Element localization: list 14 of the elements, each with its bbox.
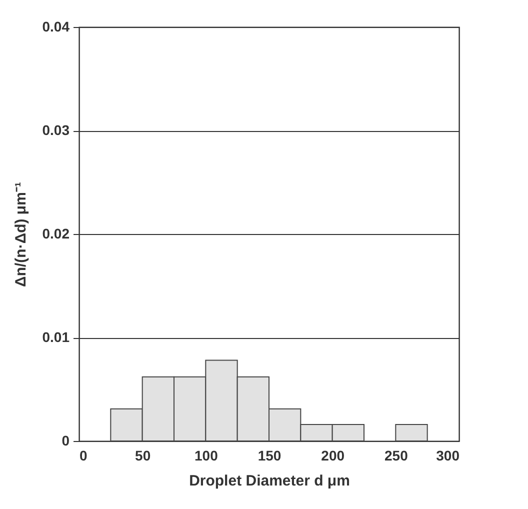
- y-tick-label: 0.01: [42, 329, 70, 345]
- y-axis-title: Δn/(n·Δd) μm⁻¹: [12, 182, 30, 287]
- y-tick-label: 0.02: [42, 226, 70, 242]
- x-tick-label: 250: [384, 448, 408, 464]
- y-tick-label: 0: [62, 432, 70, 448]
- y-tick-label: 0.04: [42, 18, 70, 34]
- x-tick-label: 0: [80, 448, 88, 464]
- x-tick-label: 300: [436, 448, 460, 464]
- x-tick-label: 150: [258, 448, 282, 464]
- x-tick-label: 100: [194, 448, 218, 464]
- y-tick-label: 0.03: [42, 122, 70, 138]
- x-tick-label: 200: [321, 448, 345, 464]
- x-tick-label: 50: [135, 448, 151, 464]
- x-axis-title: Droplet Diameter d μm: [189, 472, 350, 490]
